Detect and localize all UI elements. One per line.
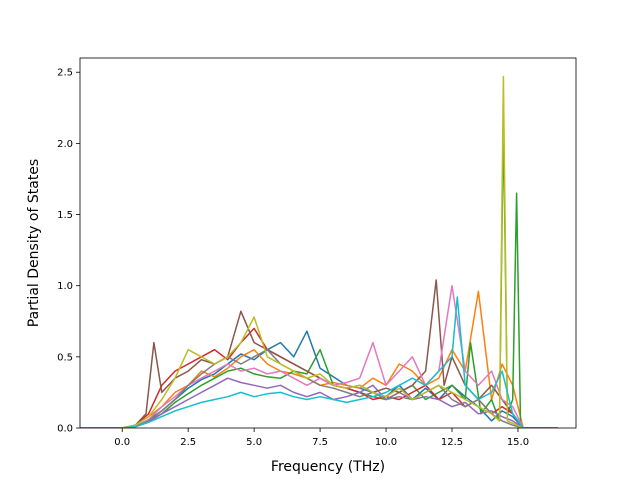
series-line-2 — [80, 290, 559, 428]
series-line-10 — [80, 296, 559, 428]
series-line-3 — [80, 119, 559, 428]
y-axis-ticks: 0.0 0.5 1.0 1.5 2.0 2.5 — [57, 68, 80, 435]
series-line-9 — [80, 75, 559, 428]
series-line-7 — [80, 284, 559, 428]
y-tick-label: 0.5 — [57, 352, 73, 363]
y-tick-label: 0.0 — [57, 424, 73, 435]
x-tick-label: 0.0 — [114, 437, 130, 448]
series-layer — [80, 75, 559, 428]
y-tick-label: 2.5 — [57, 68, 73, 79]
x-tick-label: 2.5 — [180, 437, 196, 448]
x-tick-label: 5.0 — [246, 437, 262, 448]
x-tick-label: 10.0 — [375, 437, 397, 448]
y-tick-label: 1.0 — [57, 281, 73, 292]
plot-frame — [79, 57, 577, 429]
series-line-1 — [80, 330, 559, 428]
y-tick-label: 2.0 — [57, 139, 73, 150]
series-line-5 — [80, 377, 559, 428]
y-axis-label: Partial Density of States — [26, 159, 42, 327]
x-axis-label: Frequency (THz) — [271, 459, 385, 475]
x-axis-ticks: 0.0 2.5 5.0 7.5 10.0 12.5 15.0 — [114, 428, 529, 448]
x-tick-label: 15.0 — [507, 437, 529, 448]
x-tick-label: 7.5 — [312, 437, 328, 448]
y-tick-label: 1.5 — [57, 210, 73, 221]
x-tick-label: 12.5 — [441, 437, 463, 448]
